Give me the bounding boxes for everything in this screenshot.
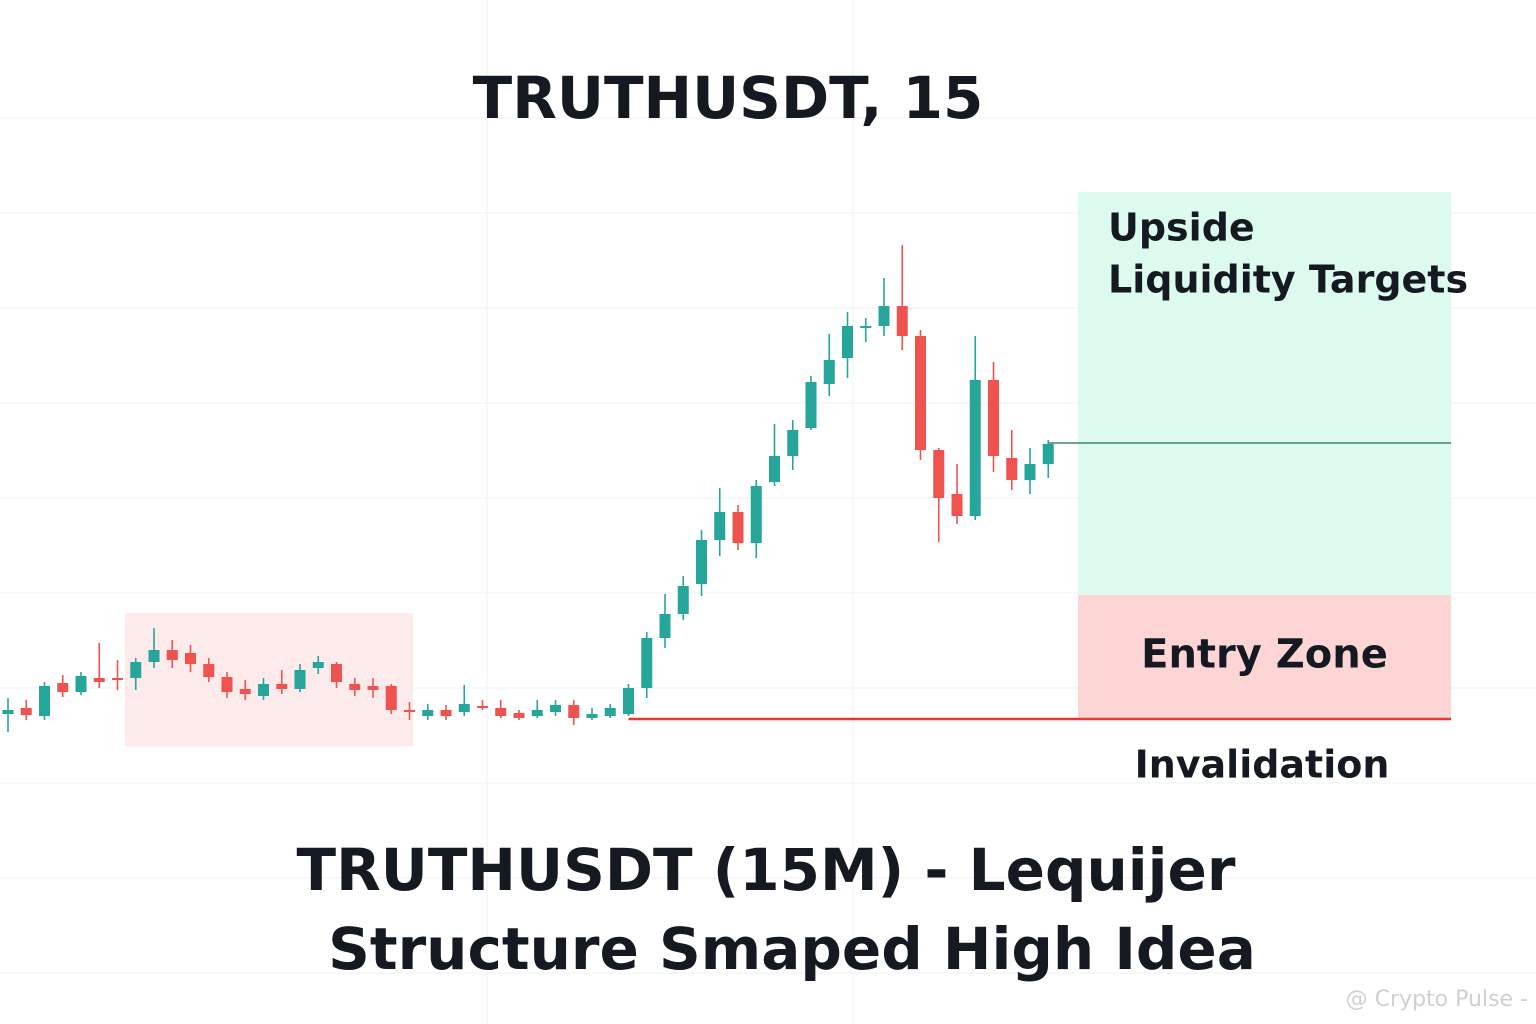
candle-body [641, 638, 653, 688]
candle-body [659, 614, 671, 638]
candle-body [1024, 464, 1036, 480]
zone-label: Liquidity Targets [1108, 258, 1468, 302]
candle-body [550, 705, 561, 712]
candle-body [531, 710, 543, 716]
candle-body [258, 684, 269, 696]
candle-body [93, 678, 105, 682]
zone-label: Entry Zone [1141, 632, 1388, 678]
candle-body [750, 486, 762, 543]
candle-body [860, 326, 872, 328]
candle-body [769, 456, 780, 482]
chart-title: TRUTHUSDT, 15 [473, 64, 984, 132]
candle-body [130, 662, 142, 678]
candle-body [203, 664, 215, 677]
candle-body [568, 705, 580, 718]
candle-body [75, 676, 87, 692]
candle-body [714, 512, 726, 540]
candle-body [404, 710, 415, 712]
candle-body [696, 540, 707, 584]
watermark: @ Crypto Pulse - [1346, 987, 1528, 1012]
candle-body [185, 653, 196, 664]
candle-body [112, 678, 123, 680]
candle-body [385, 686, 397, 710]
candle-body [312, 662, 324, 668]
candle-body [878, 306, 890, 326]
candle-body [623, 688, 634, 714]
candle-body [823, 360, 835, 384]
candle-body [440, 710, 452, 716]
candle-body [477, 706, 488, 708]
candle-body [495, 708, 507, 716]
candle-body [458, 704, 470, 712]
invalidation-label: Invalidation [1135, 743, 1390, 787]
candle-body [915, 336, 926, 450]
candle-body [221, 677, 233, 692]
candle-body [732, 512, 744, 543]
candle-body [422, 710, 434, 716]
candle-body [331, 664, 342, 682]
candle-body [349, 684, 361, 690]
candle-body [896, 306, 908, 336]
candle-body [148, 650, 160, 662]
candle-body [1006, 458, 1018, 480]
candle-body [276, 684, 288, 689]
zone [1078, 192, 1451, 595]
candle-body [166, 650, 178, 660]
candle-body [604, 708, 616, 716]
candle-body [842, 326, 853, 358]
candle-body [57, 683, 69, 692]
consolidation-box [125, 613, 413, 746]
candle-body [39, 686, 50, 716]
candle-body [1042, 444, 1054, 464]
candle-body [933, 450, 945, 498]
candle-body [787, 430, 799, 456]
candle-body [20, 708, 32, 715]
candle-body [805, 382, 817, 428]
caption-line: TRUTHUSDT (15M) - Lequijer [297, 836, 1236, 904]
caption-line: Structure Smaped High Idea [328, 915, 1256, 983]
candle-body [513, 713, 525, 718]
candle-body [677, 586, 689, 614]
zone [1078, 595, 1451, 718]
candle-body [969, 380, 981, 516]
candle-body [951, 494, 963, 516]
candle-body [988, 380, 999, 456]
candle-body [294, 670, 306, 689]
candle-body [367, 686, 379, 690]
candle-body [2, 710, 14, 714]
candle-body [239, 689, 251, 694]
candle-body [586, 714, 598, 718]
zone-label: Upside [1108, 206, 1255, 250]
